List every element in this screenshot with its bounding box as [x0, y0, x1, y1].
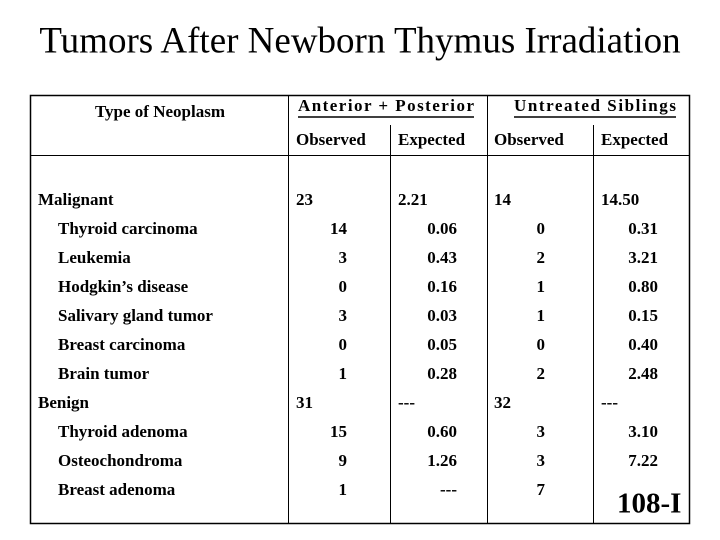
row-cell: 3 — [537, 422, 546, 441]
group-cell: 32 — [494, 393, 511, 412]
group-cell: 14.50 — [601, 190, 639, 209]
slide-title: Tumors After Newborn Thymus Irradiation — [39, 20, 680, 61]
row-cell: 7 — [537, 480, 546, 499]
header-column: Expected — [398, 130, 466, 149]
header-group: Untreated Siblings — [514, 96, 676, 115]
group-cell: 14 — [494, 190, 512, 209]
header-type: Type of Neoplasm — [95, 102, 225, 121]
group-cell: --- — [398, 393, 415, 412]
row-label: Thyroid adenoma — [58, 422, 188, 441]
row-cell: 0 — [339, 335, 348, 354]
row-cell: 7.22 — [628, 451, 658, 470]
slide-badge: 108-I — [617, 488, 681, 520]
row-cell: 3 — [339, 248, 348, 267]
row-cell: 0.15 — [628, 306, 658, 325]
row-cell: 0.31 — [628, 219, 658, 238]
row-label: Breast adenoma — [58, 480, 176, 499]
row-cell: 0.43 — [427, 248, 457, 267]
row-cell: 0.80 — [628, 277, 658, 296]
group-cell: --- — [601, 393, 618, 412]
row-cell: 0.03 — [427, 306, 457, 325]
row-cell: 3.10 — [628, 422, 658, 441]
row-cell: 2 — [537, 364, 546, 383]
row-cell: 1 — [537, 306, 546, 325]
header-column: Expected — [601, 130, 669, 149]
row-cell: 0.06 — [427, 219, 457, 238]
group-cell: 23 — [296, 190, 313, 209]
row-cell: 1.26 — [427, 451, 457, 470]
row-cell: 14 — [330, 219, 348, 238]
row-cell: 0.60 — [427, 422, 457, 441]
header-column: Observed — [296, 130, 366, 149]
row-label: Thyroid carcinoma — [58, 219, 198, 238]
row-cell: 1 — [339, 480, 348, 499]
row-label: Breast carcinoma — [58, 335, 186, 354]
group-cell: 2.21 — [398, 190, 428, 209]
header-group: Anterior + Posterior — [298, 96, 474, 115]
row-cell: 1 — [339, 364, 348, 383]
group-label: Benign — [38, 393, 90, 412]
row-cell: 0.28 — [427, 364, 457, 383]
row-label: Brain tumor — [58, 364, 150, 383]
row-cell: 2 — [537, 248, 546, 267]
row-cell: 0 — [537, 219, 546, 238]
row-cell: 0.05 — [427, 335, 457, 354]
header-column: Observed — [494, 130, 564, 149]
row-cell: 0.16 — [427, 277, 457, 296]
row-cell: 0 — [537, 335, 546, 354]
row-cell: 3 — [537, 451, 546, 470]
row-label: Osteochondroma — [58, 451, 183, 470]
row-label: Salivary gland tumor — [58, 306, 213, 325]
table-border — [29, 94, 691, 525]
row-cell: --- — [440, 480, 457, 499]
row-cell: 15 — [330, 422, 347, 441]
row-label: Leukemia — [58, 248, 131, 267]
row-label: Hodgkin’s disease — [58, 277, 189, 296]
row-cell: 3 — [339, 306, 348, 325]
row-cell: 2.48 — [628, 364, 658, 383]
row-cell: 0.40 — [628, 335, 658, 354]
badge-background — [612, 490, 688, 522]
group-label: Malignant — [38, 190, 114, 209]
row-cell: 1 — [537, 277, 546, 296]
group-cell: 31 — [296, 393, 313, 412]
row-cell: 9 — [339, 451, 348, 470]
row-cell: 3.21 — [628, 248, 658, 267]
row-cell: 0 — [339, 277, 348, 296]
